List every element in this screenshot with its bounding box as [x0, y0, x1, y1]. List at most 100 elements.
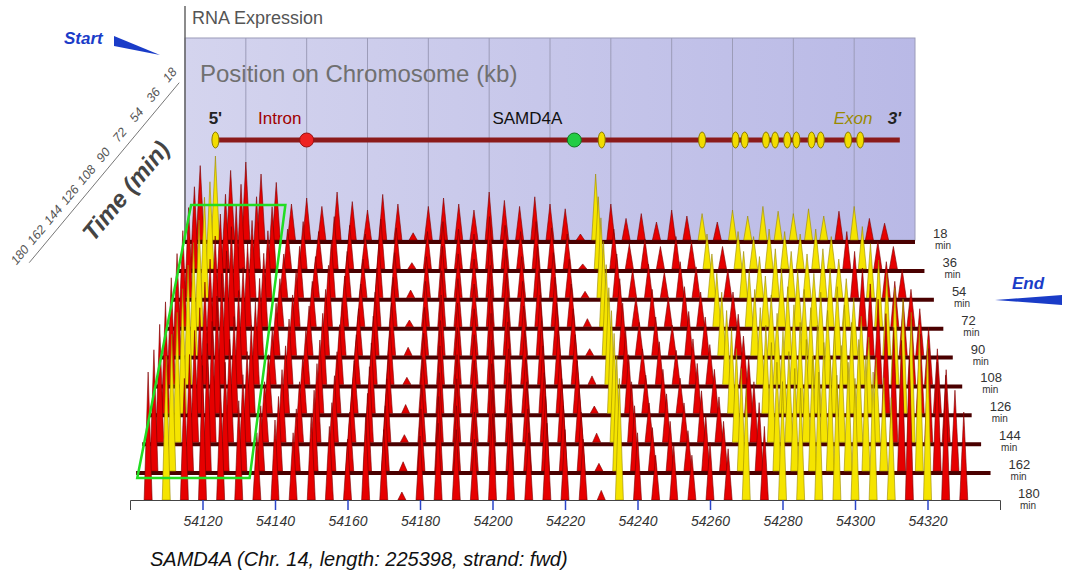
x-tick: 54200	[474, 500, 513, 529]
expression-spike	[767, 342, 775, 442]
expression-spike	[729, 210, 737, 240]
expression-spike	[760, 426, 768, 500]
expression-spike	[898, 340, 906, 471]
x-tick-mark	[710, 500, 712, 510]
expression-spike	[779, 382, 787, 500]
expression-spike	[797, 388, 805, 500]
x-tick: 54120	[184, 500, 223, 529]
chart-root: RNA ExpressionPosition on Chromosome (kb…	[0, 0, 1069, 588]
expression-spike	[866, 284, 874, 356]
x-tick-mark	[347, 500, 349, 510]
exon-marker	[772, 132, 779, 148]
expression-spike	[719, 246, 727, 268]
expression-spike	[660, 272, 668, 298]
time-unit-label: min	[954, 298, 970, 309]
time-tick-label-right: 108	[980, 370, 1002, 385]
expression-spike	[706, 345, 714, 385]
x-tick-mark	[637, 500, 639, 510]
expression-spike	[593, 433, 601, 442]
x-tick-mark	[492, 500, 494, 510]
time-tick-label-right: 162	[1009, 457, 1031, 472]
exon-marker	[817, 132, 824, 148]
expression-spike	[765, 229, 773, 269]
expression-spike	[813, 325, 821, 413]
expression-spike	[815, 372, 823, 500]
expression-spike	[434, 423, 442, 500]
expression-spike	[820, 342, 828, 442]
x-tick-mark	[927, 500, 929, 510]
time-tick-label-right: 180	[1018, 486, 1040, 501]
time-tick-label-left: 54	[127, 105, 147, 125]
expression-spike	[392, 228, 400, 269]
expression-spike	[874, 242, 882, 269]
expression-spike	[761, 276, 769, 327]
expression-spike	[586, 349, 594, 356]
expression-spike	[644, 264, 652, 298]
expression-spike	[960, 412, 968, 500]
x-tick-label: 54120	[184, 513, 223, 529]
expression-spike	[789, 214, 797, 240]
expression-spike	[656, 246, 664, 268]
expression-spike	[905, 356, 913, 500]
highlight-box	[137, 205, 285, 478]
expression-spike	[579, 439, 587, 500]
time-axis-title: Time (min)	[77, 136, 175, 246]
expression-spike	[858, 268, 866, 327]
three-prime-label: 3'	[888, 109, 902, 128]
intron-marker	[300, 133, 314, 147]
expression-spike	[796, 234, 804, 269]
time-unit-label: min	[1011, 471, 1027, 482]
expression-spike	[625, 244, 633, 269]
expression-spike	[507, 423, 515, 500]
expression-spike	[865, 218, 873, 240]
chart-svg: RNA ExpressionPosition on Chromosome (kb…	[0, 0, 1069, 588]
x-tick-label: 54220	[546, 513, 585, 529]
expression-spike	[632, 297, 640, 326]
x-tick: 54160	[329, 500, 368, 529]
x-tick-label: 54320	[909, 513, 948, 529]
expression-spike	[629, 269, 637, 297]
time-axis-line	[29, 83, 179, 263]
expression-spike	[362, 417, 370, 500]
expression-spike	[405, 320, 413, 327]
expression-spike	[827, 237, 835, 269]
expression-spike	[683, 216, 691, 240]
time-tick-label-left: 36	[144, 85, 164, 105]
expression-spike	[543, 423, 551, 500]
expression-spike	[180, 378, 188, 500]
x-tick-label: 54140	[256, 513, 295, 529]
expression-spike	[820, 216, 828, 240]
expression-spike	[790, 305, 798, 385]
expression-spike	[835, 211, 843, 240]
expression-spike	[287, 204, 295, 240]
data-group	[130, 156, 1000, 500]
expression-spike	[199, 366, 207, 500]
exon-marker	[845, 132, 852, 148]
expression-spike	[531, 197, 539, 240]
expression-spike	[724, 269, 732, 297]
end-label: End	[1012, 274, 1045, 293]
time-unit-label: min	[935, 240, 951, 251]
expression-spike	[924, 340, 932, 500]
expression-spike	[762, 325, 770, 413]
expression-spike	[778, 268, 786, 327]
x-tick: 54140	[256, 500, 295, 529]
expression-spike	[402, 405, 410, 414]
expression-spike	[563, 234, 571, 269]
expression-spike	[692, 267, 700, 298]
x-tick-mark	[565, 500, 567, 510]
time-tick-label-right: 90	[971, 342, 985, 357]
expression-spike	[942, 375, 950, 500]
expression-spike	[561, 209, 569, 240]
expression-spike	[887, 398, 895, 500]
expression-spike	[652, 222, 660, 240]
time-tick-label-left: 90	[94, 145, 114, 165]
expression-spike	[915, 325, 923, 471]
expression-spike	[742, 388, 750, 500]
x-tick-mark	[275, 500, 277, 510]
time-unit-label: min	[1001, 442, 1017, 453]
exon-label: Exon	[834, 109, 873, 128]
expression-spike	[833, 375, 841, 500]
expression-spike	[755, 403, 763, 471]
intron-label: Intron	[258, 109, 301, 128]
